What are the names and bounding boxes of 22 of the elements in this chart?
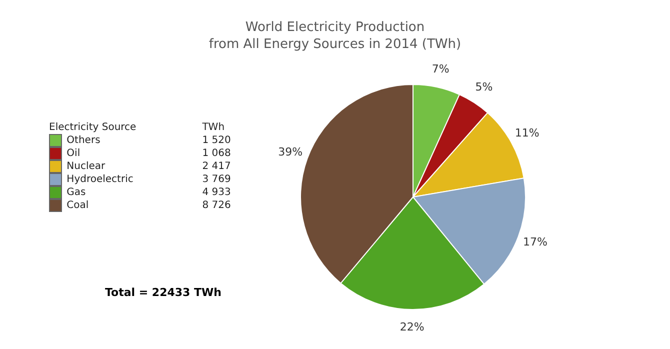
legend-label: Hydroelectric <box>66 173 134 186</box>
data-label: 2 417 <box>201 160 232 173</box>
legend-label: Nuclear <box>66 160 106 173</box>
data-label: 4 933 <box>201 186 232 199</box>
text: 11% <box>514 126 540 140</box>
text: Total = 22433 TWh <box>105 286 222 299</box>
legend-label: Others <box>66 134 102 147</box>
legend-label: Gas <box>66 186 87 199</box>
data-label: 3 769 <box>201 173 232 186</box>
legend-title: Electricity Source <box>48 121 138 134</box>
data-label: 1 068 <box>201 147 232 160</box>
chart-title: World Electricity Production from All Energy Sources in 2014 (TWh) <box>208 19 462 53</box>
data-label: 8 726 <box>201 199 232 212</box>
text: 17% <box>522 236 548 249</box>
text: 22% <box>400 320 424 334</box>
text: TWh <box>201 121 226 134</box>
legend-label: Coal <box>66 199 90 212</box>
text: 7% <box>432 62 450 76</box>
text: 5% <box>475 80 493 94</box>
data-label: 1 520 <box>201 134 232 147</box>
text: 39% <box>278 145 303 158</box>
legend-label: Oil <box>66 147 82 160</box>
